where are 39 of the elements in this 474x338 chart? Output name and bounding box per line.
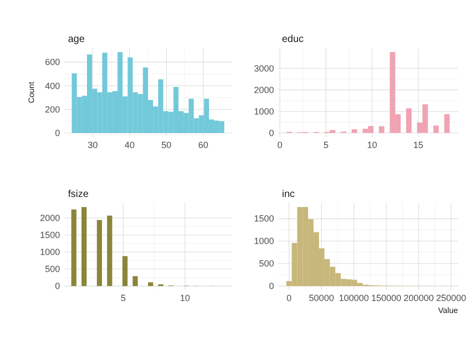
x-tick-label: 15 [413, 140, 424, 150]
x-tick-label: 250000 [436, 293, 466, 303]
y-tick-label: 1000 [40, 247, 60, 258]
x-tick-label: 5 [323, 140, 329, 150]
y-tick-label: 0 [54, 281, 60, 292]
y-tick-label: 600 [44, 57, 60, 68]
y-tick-label: 2000 [40, 212, 60, 223]
chart-title: inc [282, 189, 295, 200]
x-tick-label: 50000 [308, 293, 334, 303]
y-tick-label: 500 [258, 258, 274, 269]
y-tick-label: 0 [268, 281, 274, 292]
x-tick-label: 0 [286, 293, 292, 303]
x-tick-label: 10 [180, 293, 190, 303]
chart-title: age [68, 34, 86, 45]
x-tick-label: 0 [277, 140, 282, 150]
y-tick-label: 2000 [254, 84, 274, 95]
x-tick-label: 150000 [371, 293, 402, 303]
y-tick-label: 1500 [254, 214, 274, 224]
x-tick-label: 10 [367, 140, 378, 150]
x-tick-label: 200000 [404, 293, 434, 303]
x-tick-label: 100000 [338, 293, 369, 303]
y-tick-label: 1000 [254, 236, 274, 246]
x-tick-label: 5 [120, 293, 126, 303]
y-tick-label: 200 [44, 104, 60, 114]
x-axis-title: Value [438, 306, 459, 315]
y-tick-label: 0 [54, 128, 60, 138]
x-tick-label: 60 [198, 140, 208, 150]
y-tick-label: 3000 [254, 63, 274, 74]
x-tick-label: 50 [161, 140, 172, 150]
x-tick-label: 30 [88, 140, 98, 150]
x-tick-label: 40 [124, 140, 135, 150]
y-tick-label: 1000 [254, 106, 274, 116]
y-tick-label: 500 [44, 264, 60, 274]
y-axis-title: Count [27, 81, 36, 104]
y-tick-label: 400 [44, 80, 60, 91]
chart-title: fsize [68, 189, 89, 200]
y-tick-label: 1500 [40, 230, 60, 240]
y-tick-label: 0 [268, 128, 274, 138]
chart-title: educ [282, 34, 304, 45]
